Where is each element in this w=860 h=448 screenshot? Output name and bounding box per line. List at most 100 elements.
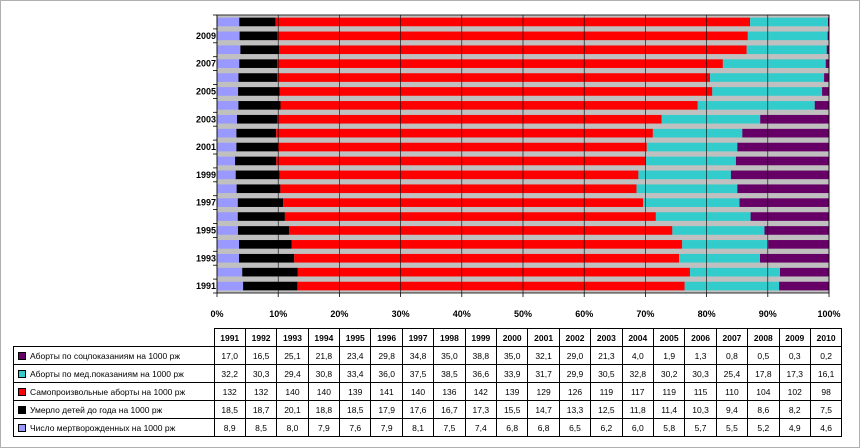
table-cell-2010: 16,1 [809, 364, 843, 383]
bar-1995-series-1 [217, 226, 238, 235]
table-cell-1994: 21,8 [307, 346, 341, 365]
legend-label: Аборты по мед.показаниям на 1000 рж [30, 368, 184, 379]
bar-2005-series-3 [279, 87, 713, 96]
bar-2010-series-3 [275, 17, 751, 27]
bar-1998-series-4 [636, 184, 738, 194]
table-cell-2001: 31,7 [527, 364, 560, 383]
y-tick-label-1995: 1995 [196, 225, 216, 235]
table-cell-1999: 17,3 [464, 400, 498, 419]
table-cell-2010: 4,6 [809, 418, 843, 437]
legend-label: Самопроизвольные аборты на 1000 рж [30, 386, 186, 397]
table-cell-2004: 11,8 [621, 400, 654, 419]
table-year-2001: 2001 [527, 328, 560, 347]
table-cell-1996: 7,9 [370, 418, 403, 437]
table-cell-1992: 18,7 [244, 400, 278, 419]
table-cell-1998: 38,5 [433, 364, 466, 383]
bar-1991-series-5 [779, 281, 829, 291]
table-cell-1997: 140 [401, 382, 435, 401]
table-cell-2007: 110 [715, 382, 749, 401]
table-cell-1993: 140 [276, 382, 309, 401]
table-year-2004: 2004 [621, 328, 654, 347]
bar-2008-series-3 [279, 45, 747, 55]
legend-entry-series-4: Аборты по мед.показаниям на 1000 рж [13, 364, 215, 383]
table-cell-1998: 7,5 [433, 418, 466, 437]
table-cell-1992: 132 [244, 382, 278, 401]
legend-entry-series-2: Умерло детей до года на 1000 рж [13, 400, 215, 419]
table-cell-1999: 36,6 [464, 364, 498, 383]
bar-2002-series-1 [217, 128, 237, 138]
table-cell-2008: 0,5 [747, 346, 780, 365]
table-cell-1999: 7,4 [464, 418, 498, 437]
bar-2003-series-5 [760, 114, 829, 124]
bar-2003-series-2 [237, 114, 278, 124]
bar-2004-series-5 [814, 101, 829, 110]
x-tick-label-4: 40% [453, 309, 471, 319]
table-cell-1997: 17,6 [401, 400, 435, 419]
table-cell-2003: 6,2 [590, 418, 623, 437]
bar-1992-series-2 [242, 267, 298, 277]
bar-2010-series-1 [217, 17, 240, 27]
bar-1992-series-5 [779, 267, 829, 277]
legend-label: Число мертворожденных на 1000 рж [30, 422, 176, 433]
table-cell-2000: 139 [496, 382, 529, 401]
bar-2001-series-1 [217, 142, 237, 152]
table-cell-1994: 30,8 [307, 364, 341, 383]
bar-2005-series-1 [217, 87, 239, 96]
bar-2002-series-2 [236, 128, 277, 138]
table-year-2003: 2003 [590, 328, 623, 347]
table-cell-2001: 32,1 [527, 346, 560, 365]
table-cell-2008: 8,6 [747, 400, 780, 419]
bar-2000-series-3 [276, 156, 646, 166]
table-cell-1996: 141 [370, 382, 403, 401]
table-cell-2007: 5,5 [715, 418, 749, 437]
x-tick-label-9: 90% [759, 309, 777, 319]
bar-2006-series-4 [710, 73, 825, 82]
table-cell-2000: 6,8 [496, 418, 529, 437]
bar-2005-series-2 [238, 87, 280, 96]
bar-2000-series-5 [735, 156, 829, 166]
table-cell-2005: 1,9 [652, 346, 686, 365]
legend-key-series-1 [18, 424, 26, 433]
table-cell-1998: 35,0 [433, 346, 466, 365]
bar-1991-series-3 [297, 281, 685, 291]
table-year-1996: 1996 [370, 328, 403, 347]
bar-2006-series-2 [238, 73, 278, 82]
bar-1991-series-1 [217, 281, 244, 291]
bar-2001-series-4 [646, 142, 738, 152]
bar-2004-series-3 [280, 101, 698, 110]
table-cell-1998: 16,7 [433, 400, 466, 419]
table-cell-2003: 119 [590, 382, 623, 401]
y-tick-label-2003: 2003 [196, 114, 216, 124]
y-tick-label-1991: 1991 [196, 281, 216, 291]
bar-1997-series-2 [237, 198, 284, 207]
table-cell-2009: 102 [778, 382, 811, 401]
table-row: Аборты по соцпоказаниям на 1000 рж 17,0 16… [13, 346, 843, 365]
bar-1995-series-5 [764, 226, 829, 235]
table-cell-2009: 4,9 [778, 418, 811, 437]
table-cell-2007: 0,8 [715, 346, 749, 365]
table-cell-1997: 8,1 [401, 418, 435, 437]
bar-1994-series-1 [217, 240, 240, 249]
table-cell-2006: 30,3 [684, 364, 717, 383]
bar-1991-series-2 [243, 281, 298, 291]
table-cell-2001: 129 [527, 382, 560, 401]
bar-2009-series-1 [217, 31, 240, 41]
bar-1998-series-2 [236, 184, 281, 194]
table-year-1992: 1992 [244, 328, 278, 347]
table-year-2002: 2002 [558, 328, 592, 347]
bar-1992-series-3 [297, 267, 690, 277]
bar-2000-series-1 [217, 156, 236, 166]
table-year-2010: 2010 [809, 328, 843, 347]
bar-1993-series-3 [294, 253, 680, 263]
table-cell-2006: 115 [684, 382, 717, 401]
bar-1995-series-3 [288, 226, 673, 235]
table-cell-2008: 5,2 [747, 418, 780, 437]
table-cell-1992: 16,5 [244, 346, 278, 365]
bar-1993-series-1 [217, 253, 239, 263]
bar-1998-series-3 [280, 184, 637, 194]
table-cell-2004: 32,8 [621, 364, 654, 383]
table-cell-2004: 4,0 [621, 346, 654, 365]
table-cell-2000: 15,5 [496, 400, 529, 419]
table-year-1993: 1993 [276, 328, 309, 347]
